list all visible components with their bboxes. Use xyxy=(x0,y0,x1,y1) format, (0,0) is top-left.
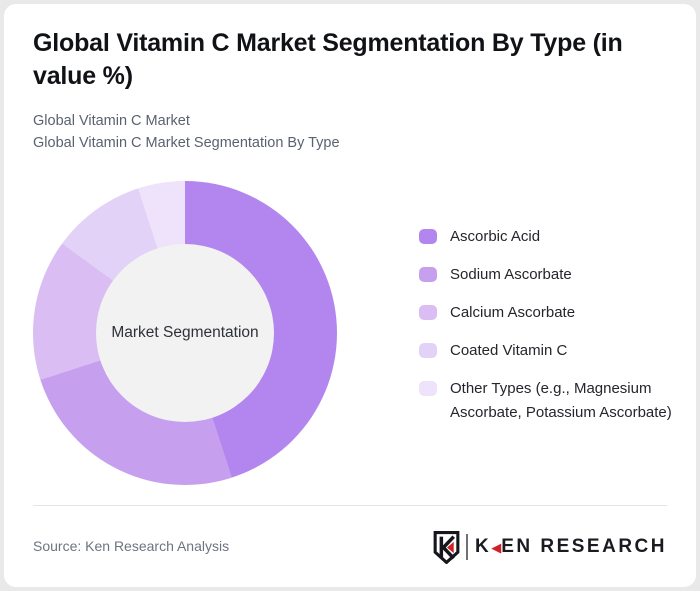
chart-subtitles: Global Vitamin C Market Global Vitamin C… xyxy=(33,110,340,154)
legend-swatch xyxy=(419,229,437,244)
legend-item: Calcium Ascorbate xyxy=(419,301,685,325)
legend-swatch xyxy=(419,343,437,358)
logo-red-triangle-icon xyxy=(446,541,454,553)
legend-label: Ascorbic Acid xyxy=(450,228,541,245)
wordmark-rest: EN RESEARCH xyxy=(501,536,667,557)
chart-card: Global Vitamin C Market Segmentation By … xyxy=(4,4,696,587)
source-text: Source: Ken Research Analysis xyxy=(33,538,230,554)
chart-legend: Ascorbic Acid Sodium Ascorbate Calcium Asc… xyxy=(419,225,685,439)
wordmark-k: K xyxy=(474,536,492,557)
donut-hole: Market Segmentation xyxy=(96,244,274,422)
legend-swatch xyxy=(419,305,437,320)
donut-chart: Market Segmentation xyxy=(33,181,337,485)
legend-label: Coated Vitamin C xyxy=(450,342,568,359)
legend-label: Calcium Ascorbate xyxy=(450,304,576,321)
legend-item: Ascorbic Acid xyxy=(419,225,685,249)
logo-separator xyxy=(465,534,468,560)
donut-center-label: Market Segmentation xyxy=(111,324,259,341)
chart-title: Global Vitamin C Market Segmentation By … xyxy=(33,29,623,90)
wordmark-triangle-icon: ◀ xyxy=(491,540,502,555)
subtitle-line-2: Global Vitamin C Market Segmentation By … xyxy=(33,135,340,151)
legend-item: Coated Vitamin C xyxy=(419,339,685,363)
subtitle-line-1: Global Vitamin C Market xyxy=(33,113,190,129)
footer-divider xyxy=(33,505,667,506)
legend-swatch xyxy=(419,381,437,396)
legend-item: Other Types (e.g., Magnesium Ascorbate, … xyxy=(419,377,685,425)
legend-swatch xyxy=(419,267,437,282)
logo-wordmark: K◀EN RESEARCH xyxy=(475,536,667,558)
legend-item: Sodium Ascorbate xyxy=(419,263,685,287)
legend-label: Sodium Ascorbate xyxy=(450,266,572,283)
legend-label: Other Types (e.g., Magnesium Ascorbate, … xyxy=(450,380,672,421)
ken-research-logo: K◀EN RESEARCH xyxy=(433,528,667,566)
logo-shield-icon xyxy=(433,530,460,564)
